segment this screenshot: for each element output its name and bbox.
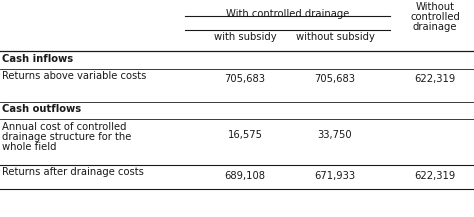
Text: With controlled drainage: With controlled drainage: [226, 9, 349, 19]
Text: 16,575: 16,575: [228, 130, 263, 140]
Text: Annual cost of controlled: Annual cost of controlled: [2, 122, 127, 132]
Text: 705,683: 705,683: [225, 74, 265, 84]
Text: Cash inflows: Cash inflows: [2, 54, 73, 64]
Text: without subsidy: without subsidy: [296, 32, 374, 42]
Text: 671,933: 671,933: [314, 171, 356, 181]
Text: 622,319: 622,319: [414, 74, 456, 84]
Text: 705,683: 705,683: [315, 74, 356, 84]
Text: controlled: controlled: [410, 12, 460, 22]
Text: 689,108: 689,108: [225, 171, 265, 181]
Text: whole field: whole field: [2, 142, 56, 152]
Text: drainage structure for the: drainage structure for the: [2, 132, 131, 142]
Text: 33,750: 33,750: [318, 130, 352, 140]
Text: drainage: drainage: [413, 22, 457, 32]
Text: Cash outflows: Cash outflows: [2, 104, 81, 114]
Text: with subsidy: with subsidy: [214, 32, 276, 42]
Text: Returns above variable costs: Returns above variable costs: [2, 71, 146, 81]
Text: 622,319: 622,319: [414, 171, 456, 181]
Text: Without: Without: [416, 2, 455, 12]
Text: Returns after drainage costs: Returns after drainage costs: [2, 167, 144, 177]
